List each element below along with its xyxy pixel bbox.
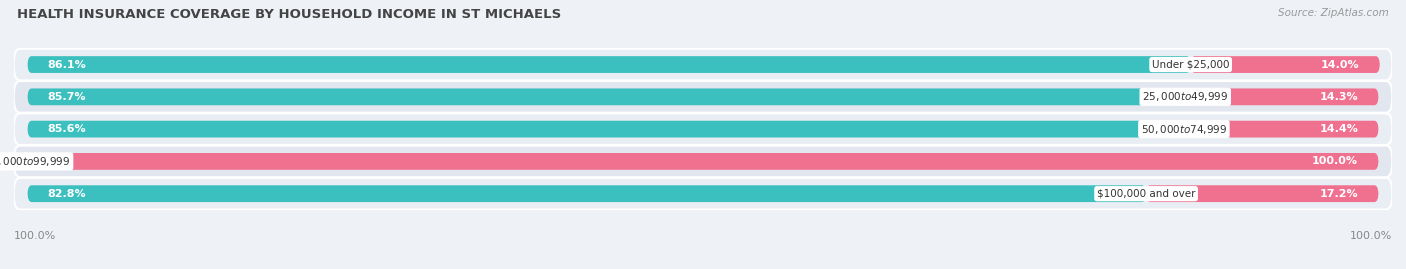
FancyBboxPatch shape (14, 113, 1392, 145)
Text: $100,000 and over: $100,000 and over (1097, 189, 1195, 199)
Text: $25,000 to $49,999: $25,000 to $49,999 (1142, 90, 1229, 103)
FancyBboxPatch shape (1185, 89, 1378, 105)
Text: 14.3%: 14.3% (1320, 92, 1358, 102)
Text: Under $25,000: Under $25,000 (1152, 59, 1229, 70)
Text: 82.8%: 82.8% (48, 189, 86, 199)
FancyBboxPatch shape (1146, 185, 1378, 202)
Text: 100.0%: 100.0% (1312, 156, 1358, 167)
Text: $75,000 to $99,999: $75,000 to $99,999 (0, 155, 70, 168)
FancyBboxPatch shape (28, 121, 1184, 137)
Text: Source: ZipAtlas.com: Source: ZipAtlas.com (1278, 8, 1389, 18)
Text: 100.0%: 100.0% (14, 231, 56, 241)
FancyBboxPatch shape (28, 89, 1185, 105)
Text: 85.7%: 85.7% (48, 92, 86, 102)
Text: $50,000 to $74,999: $50,000 to $74,999 (1140, 123, 1227, 136)
Text: 14.0%: 14.0% (1320, 59, 1360, 70)
Text: 17.2%: 17.2% (1320, 189, 1358, 199)
Text: 14.4%: 14.4% (1319, 124, 1358, 134)
FancyBboxPatch shape (28, 56, 1191, 73)
FancyBboxPatch shape (1191, 56, 1379, 73)
FancyBboxPatch shape (14, 49, 1392, 80)
FancyBboxPatch shape (1184, 121, 1378, 137)
FancyBboxPatch shape (14, 81, 1392, 113)
Text: 85.6%: 85.6% (48, 124, 86, 134)
FancyBboxPatch shape (28, 185, 1146, 202)
FancyBboxPatch shape (28, 153, 1378, 170)
Text: HEALTH INSURANCE COVERAGE BY HOUSEHOLD INCOME IN ST MICHAELS: HEALTH INSURANCE COVERAGE BY HOUSEHOLD I… (17, 8, 561, 21)
FancyBboxPatch shape (14, 178, 1392, 210)
Text: 86.1%: 86.1% (48, 59, 87, 70)
Text: 100.0%: 100.0% (1350, 231, 1392, 241)
FancyBboxPatch shape (14, 146, 1392, 177)
